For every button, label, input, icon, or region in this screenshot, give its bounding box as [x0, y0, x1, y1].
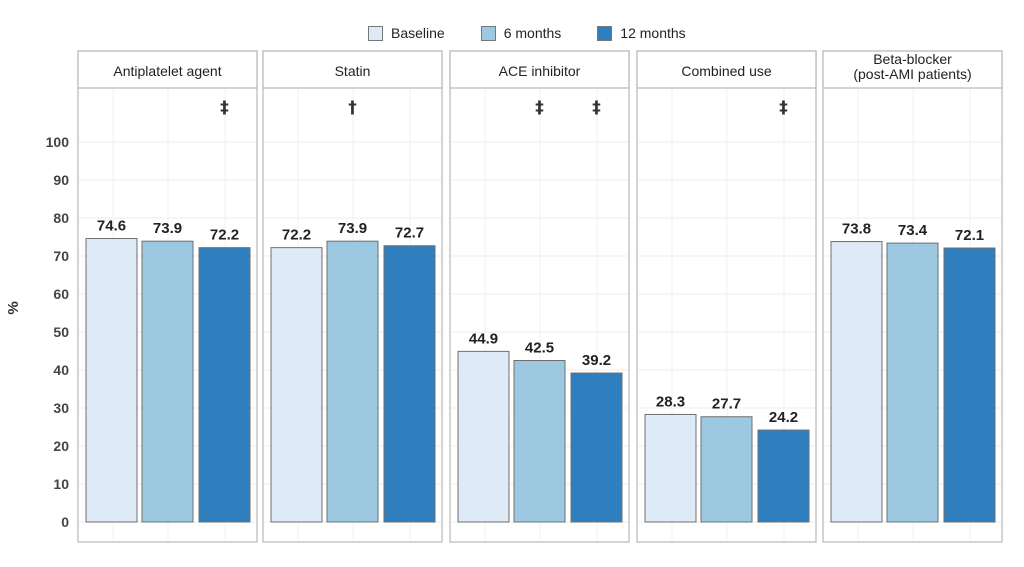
- panel-title: (post-AMI patients): [853, 66, 971, 82]
- bar-value-label: 24.2: [769, 409, 798, 426]
- legend-label-6-months: 6 months: [503, 25, 562, 41]
- y-tick-label: 70: [53, 248, 69, 264]
- significance-mark: ‡: [779, 98, 788, 118]
- bar-value-label: 73.4: [898, 222, 928, 239]
- bar: [513, 360, 566, 523]
- bar-value-label: 72.2: [282, 227, 311, 244]
- y-tick-label: 40: [53, 362, 69, 378]
- legend-item-baseline: Baseline: [368, 25, 445, 41]
- bar-value-label: 42.5: [525, 340, 554, 357]
- panel-title: ACE inhibitor: [499, 63, 581, 79]
- bar: [198, 247, 251, 523]
- bar: [830, 241, 883, 523]
- bar: [570, 372, 623, 523]
- significance-mark: ‡: [220, 98, 229, 118]
- bar-value-label: 73.8: [842, 221, 871, 238]
- bar: [326, 240, 379, 523]
- y-tick-label: 30: [53, 400, 69, 416]
- panel-title: Combined use: [681, 63, 771, 79]
- y-tick-label: 100: [46, 134, 70, 150]
- significance-mark: †: [348, 98, 357, 118]
- bar-value-label: 73.9: [153, 220, 182, 237]
- bar-value-label: 27.7: [712, 396, 741, 413]
- bar-value-label: 28.3: [656, 393, 685, 410]
- legend-label-12-months: 12 months: [620, 25, 686, 41]
- legend-swatch-12-months: [597, 25, 613, 41]
- panel-title: Beta-blocker: [873, 51, 952, 67]
- bar: [943, 247, 996, 523]
- legend-item-6-months: 6 months: [480, 25, 562, 41]
- y-tick-label: 0: [61, 514, 69, 530]
- bar: [85, 238, 138, 523]
- bar: [383, 245, 436, 523]
- legend: Baseline 6 months 12 months: [368, 25, 686, 41]
- bar-value-label: 39.2: [582, 352, 611, 369]
- bar-value-label: 74.6: [97, 218, 126, 235]
- legend-item-12-months: 12 months: [597, 25, 686, 41]
- y-tick-label: 50: [53, 324, 69, 340]
- panel-title: Statin: [335, 63, 371, 79]
- bar: [270, 247, 323, 523]
- bar-value-label: 44.9: [469, 330, 498, 347]
- y-tick-label: 90: [53, 172, 69, 188]
- bar: [457, 350, 510, 523]
- panel-header: [449, 50, 630, 89]
- bar: [700, 416, 753, 523]
- y-axis-title: %: [5, 301, 22, 314]
- bar-value-label: 72.1: [955, 227, 984, 244]
- bar: [141, 240, 194, 523]
- y-tick-label: 20: [53, 438, 69, 454]
- panel-header: [822, 50, 1003, 89]
- legend-swatch-6-months: [480, 25, 496, 41]
- panel-title: Antiplatelet agent: [113, 63, 221, 79]
- legend-label-baseline: Baseline: [391, 25, 445, 41]
- legend-swatch-baseline: [368, 25, 383, 41]
- panel-header: [636, 50, 817, 89]
- bar: [886, 242, 939, 523]
- bar-value-label: 73.9: [338, 220, 367, 237]
- bar-value-label: 72.7: [395, 225, 424, 242]
- significance-mark: ‡: [592, 98, 601, 118]
- y-tick-label: 60: [53, 286, 69, 302]
- bar: [757, 429, 810, 523]
- panel-header: [262, 50, 443, 89]
- panel-header: [77, 50, 258, 89]
- y-tick-label: 80: [53, 210, 69, 226]
- bar: [644, 413, 697, 523]
- y-tick-label: 10: [53, 476, 69, 492]
- significance-mark: ‡: [535, 98, 544, 118]
- bar-value-label: 72.2: [210, 227, 239, 244]
